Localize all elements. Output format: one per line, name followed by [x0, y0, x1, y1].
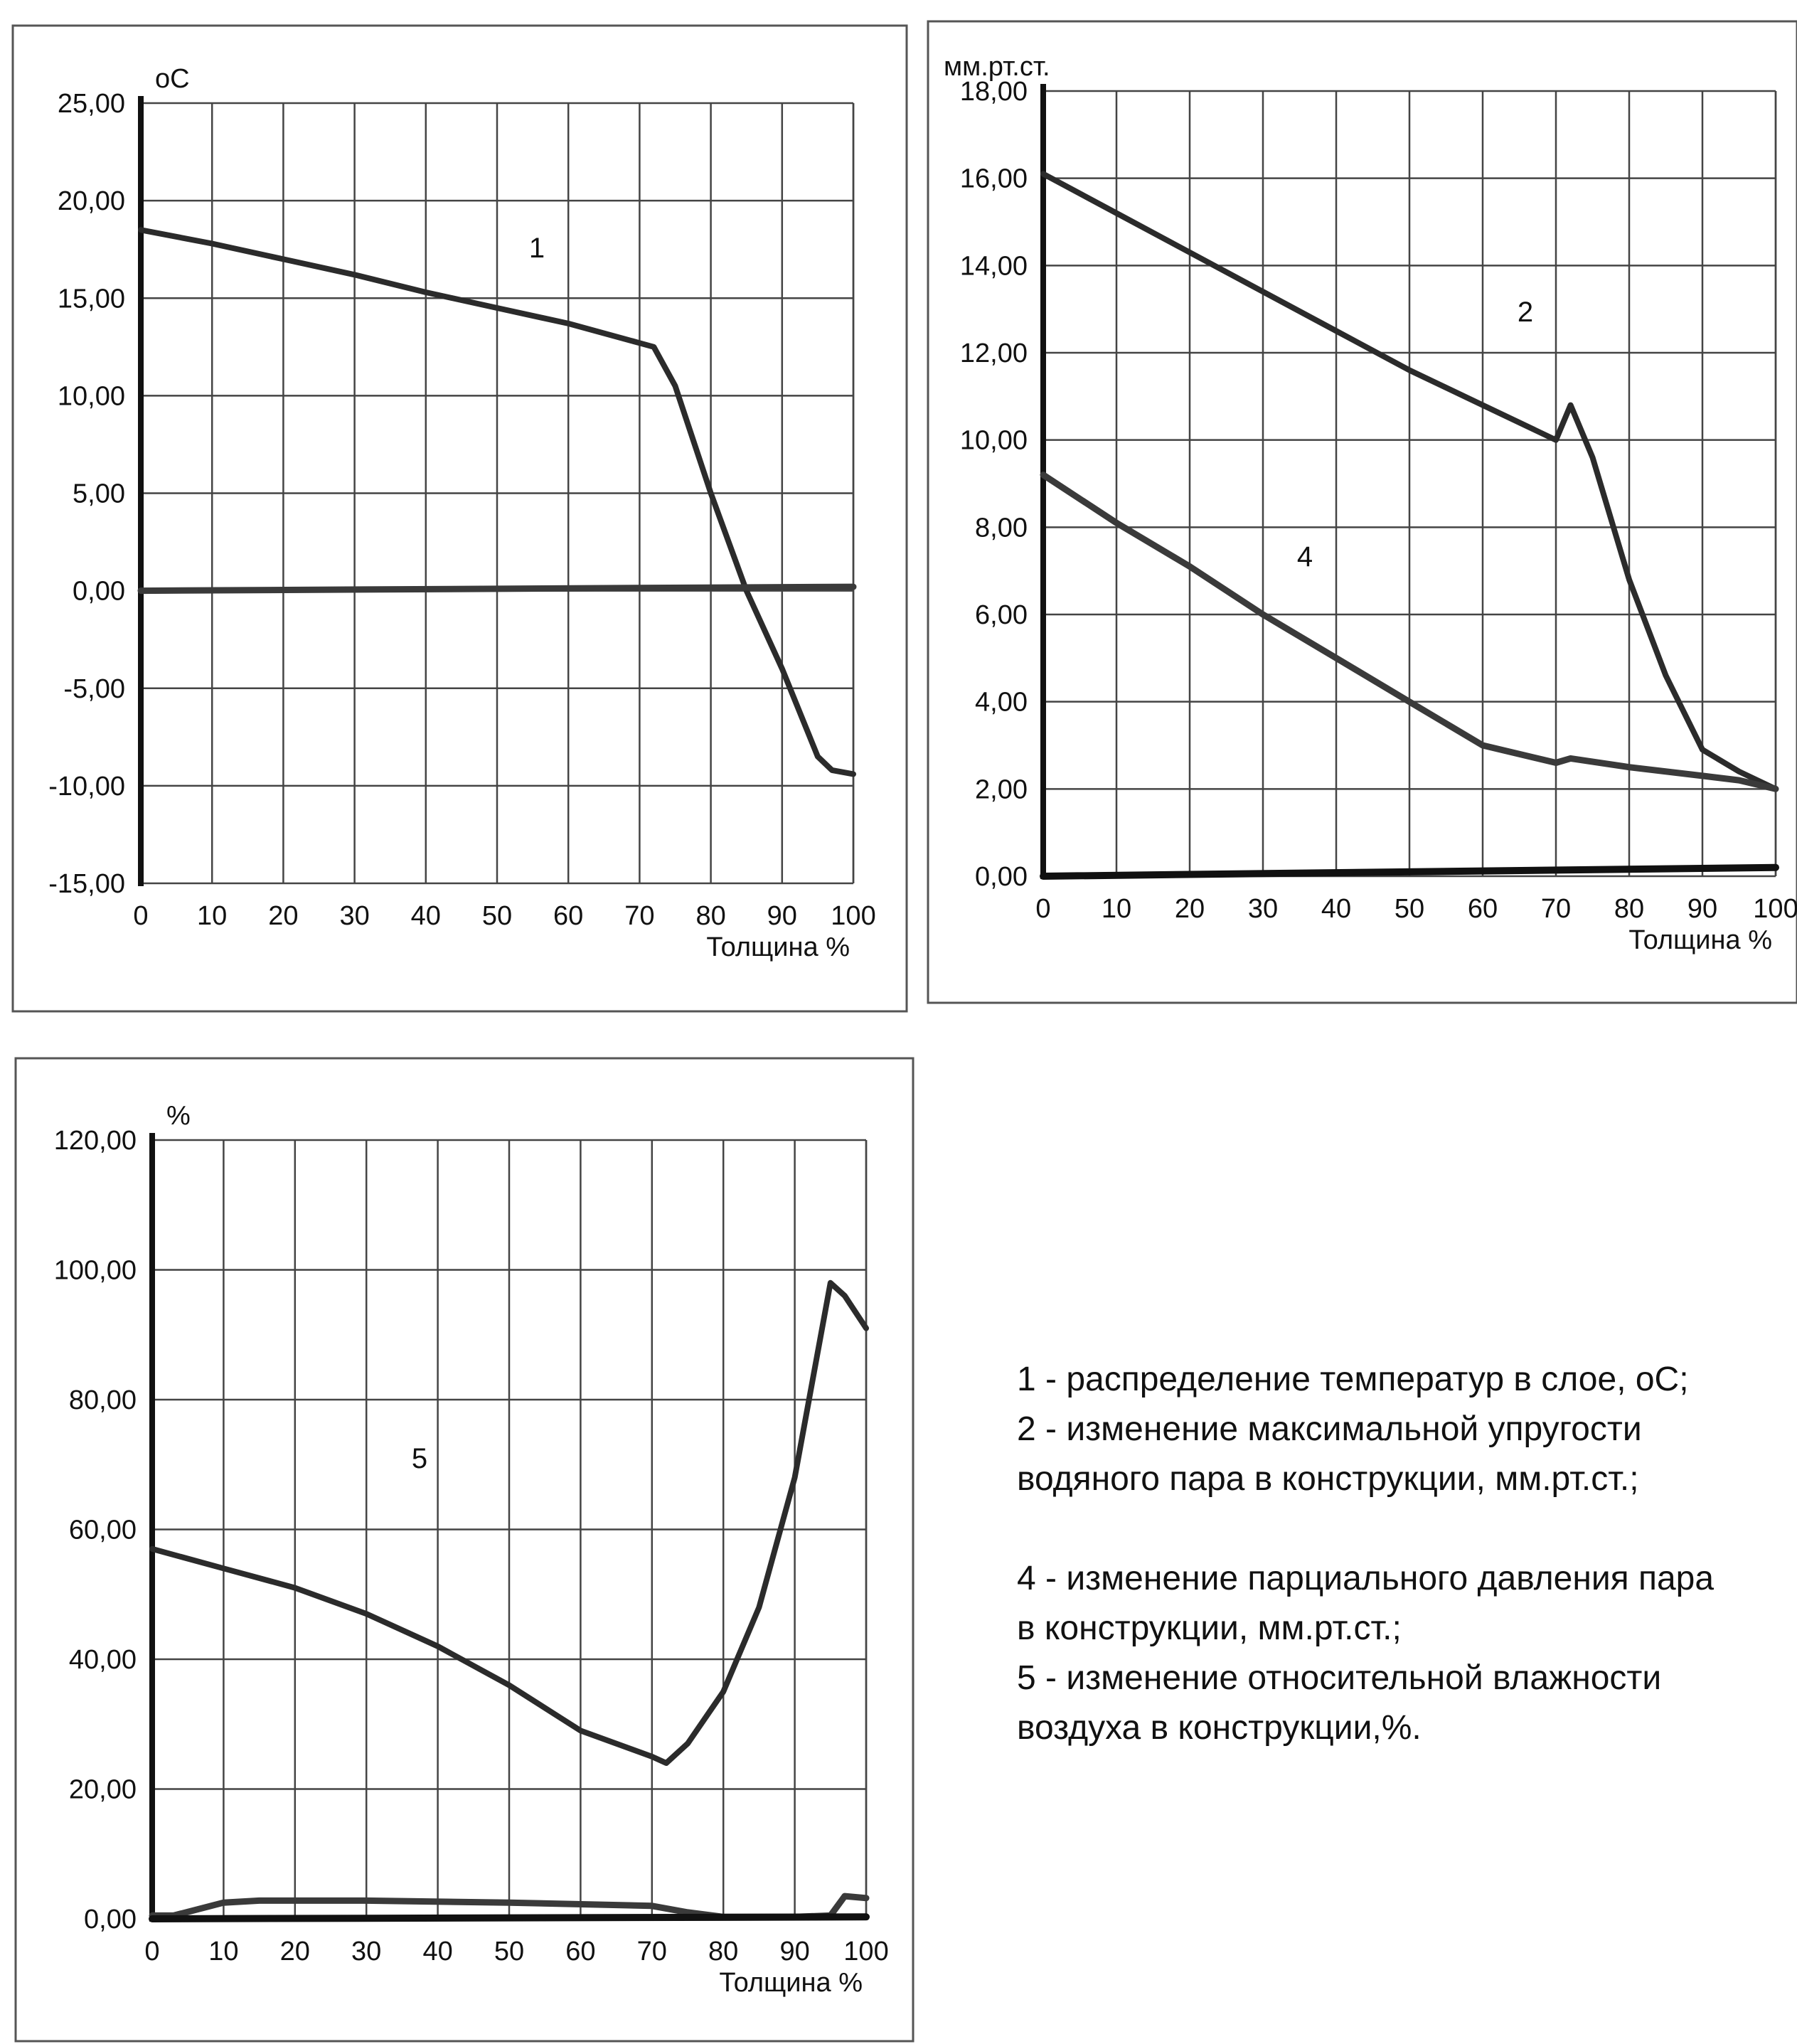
legend-line-3: водяного пара в конструкции, мм.рт.ст.; — [1017, 1460, 1639, 1498]
y-axis-unit: оС — [155, 64, 190, 94]
legend-line-6: 5 - изменение относительной влажности — [1017, 1659, 1662, 1697]
chart-panel-1: 0 10 20 30 40 50 60 70 80 90 100 -15,00 -10,00 -5,00 0… — [11, 24, 908, 1013]
x-tick-label: 70 — [624, 901, 654, 931]
x-axis-title: Толщина % — [706, 932, 850, 962]
y-tick-label: 20,00 — [69, 1775, 137, 1805]
x-tick-label: 40 — [1321, 894, 1351, 924]
x-tick-label: 40 — [411, 901, 441, 931]
y-tick-label: 0,00 — [84, 1905, 137, 1934]
y-axis-unit: % — [166, 1101, 191, 1131]
y-tick-label: 80,00 — [69, 1385, 137, 1415]
chart-panel-3: 0 10 20 30 40 50 60 70 80 90 100 0,00 20,00 40,00 60,0… — [14, 1057, 915, 2043]
x-tick-label: 60 — [565, 1937, 595, 1966]
panel-frame — [14, 1057, 915, 2043]
x-tick-label: 70 — [637, 1937, 667, 1966]
y-tick-label: 10,00 — [58, 381, 125, 411]
x-tick-label: 20 — [280, 1937, 310, 1966]
x-tick-label: 30 — [339, 901, 369, 931]
y-tick-label: 120,00 — [54, 1126, 137, 1156]
y-tick-label: -15,00 — [48, 869, 125, 899]
y-tick-label: 5,00 — [73, 479, 125, 509]
y-tick-label: 8,00 — [975, 513, 1028, 543]
x-tick-label: 10 — [197, 901, 227, 931]
y-tick-label: 6,00 — [975, 600, 1028, 630]
series-label: 1 — [529, 233, 545, 264]
x-axis-title: Толщина % — [1628, 925, 1772, 955]
x-tick-label: 90 — [767, 901, 797, 931]
x-tick-label: 70 — [1541, 894, 1571, 924]
x-tick-label: 50 — [494, 1937, 524, 1966]
x-tick-label: 100 — [1753, 894, 1797, 924]
chart-panel-2: 0 10 20 30 40 50 60 70 80 90 100 0,00 2,00 4,00 6,00 8,… — [927, 20, 1797, 1004]
x-tick-label: 60 — [1468, 894, 1498, 924]
series-label: 5 — [412, 1443, 427, 1474]
legend-line-2: 2 - изменение максимальной упругости — [1017, 1410, 1642, 1448]
x-tick-label: 40 — [422, 1937, 452, 1966]
y-tick-label: 16,00 — [960, 164, 1028, 194]
y-tick-label: 2,00 — [975, 775, 1028, 804]
series-line-4 — [1040, 472, 1779, 792]
x-tick-label: 60 — [553, 901, 583, 931]
series-line-baseline-2 — [1040, 863, 1779, 880]
chart-legend: 1 - распределение температур в слое, оС;… — [1017, 1355, 1792, 1753]
x-tick-label: 0 — [1035, 894, 1050, 924]
x-tick-label: 10 — [1102, 894, 1131, 924]
y-tick-label: -10,00 — [48, 772, 125, 802]
legend-line-5: в конструкции, мм.рт.ст.; — [1017, 1609, 1402, 1647]
y-tick-label: 10,00 — [960, 426, 1028, 456]
y-tick-label: 4,00 — [975, 688, 1028, 718]
x-tick-label: 20 — [1175, 894, 1205, 924]
series-line-5 — [149, 1279, 869, 1766]
legend-line-7: воздуха в конструкции,%. — [1017, 1709, 1422, 1747]
x-tick-label: 50 — [482, 901, 512, 931]
y-tick-label: 14,00 — [960, 251, 1028, 281]
y-tick-label: 12,00 — [960, 339, 1028, 368]
legend-line-4: 4 - изменение парциального давления пара — [1017, 1560, 1715, 1597]
x-tick-label: 50 — [1395, 894, 1424, 924]
series-line-1 — [138, 227, 856, 777]
y-tick-label: 18,00 — [960, 77, 1028, 107]
panel-frame — [927, 20, 1797, 1004]
y-tick-label: -5,00 — [63, 674, 125, 704]
y-tick-label: 20,00 — [58, 186, 125, 216]
y-tick-label: 0,00 — [975, 862, 1028, 892]
x-tick-label: 80 — [708, 1937, 738, 1966]
x-tick-label: 80 — [695, 901, 725, 931]
panel-frame — [11, 24, 908, 1013]
y-tick-label: 0,00 — [73, 577, 125, 607]
legend-line-1: 1 - распределение температур в слое, оС; — [1017, 1361, 1689, 1398]
y-axis-unit: мм.рт.ст. — [944, 52, 1050, 82]
x-tick-label: 90 — [779, 1937, 809, 1966]
x-tick-label: 80 — [1614, 894, 1644, 924]
x-tick-label: 30 — [1248, 894, 1278, 924]
series-line-baseline-1 — [137, 583, 857, 595]
x-tick-label: 100 — [843, 1937, 888, 1966]
series-label: 4 — [1297, 541, 1313, 573]
legend-gap — [1017, 1504, 1792, 1554]
x-tick-label: 100 — [831, 901, 875, 931]
x-tick-label: 0 — [133, 901, 148, 931]
series-label: 2 — [1518, 297, 1533, 328]
x-tick-label: 10 — [208, 1937, 238, 1966]
y-tick-label: 15,00 — [58, 284, 125, 314]
series-line-baseline-2 — [149, 1913, 870, 1922]
y-tick-label: 100,00 — [54, 1256, 137, 1286]
x-tick-label: 0 — [144, 1937, 159, 1966]
x-tick-label: 30 — [351, 1937, 381, 1966]
x-axis-title: Толщина % — [719, 1968, 863, 1998]
x-tick-label: 90 — [1687, 894, 1717, 924]
x-tick-label: 20 — [268, 901, 298, 931]
series-line-2 — [1040, 171, 1779, 792]
y-tick-label: 60,00 — [69, 1516, 137, 1545]
y-tick-label: 40,00 — [69, 1645, 137, 1675]
y-tick-label: 25,00 — [58, 89, 125, 119]
